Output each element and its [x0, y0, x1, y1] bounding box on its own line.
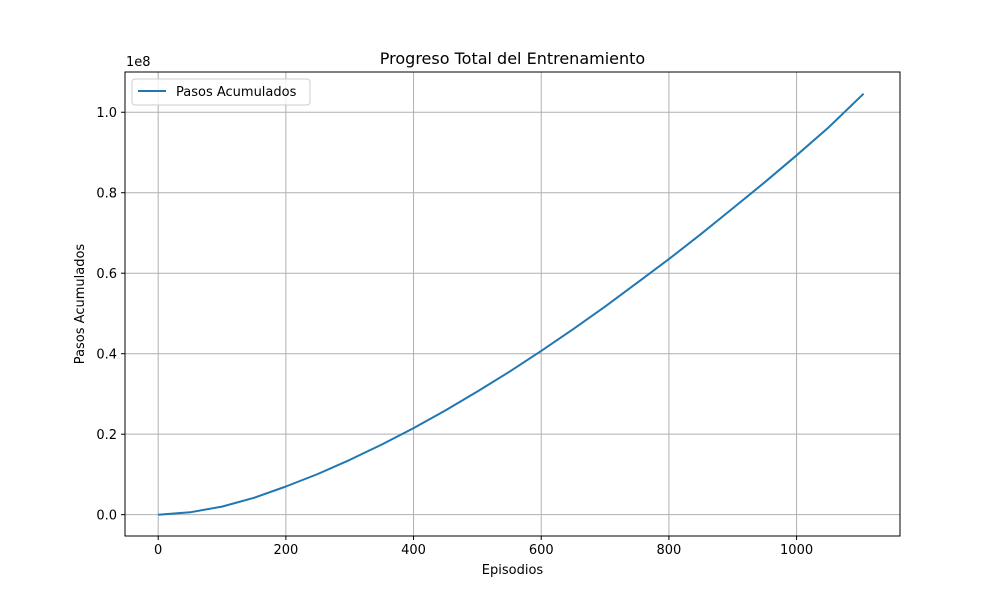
grid-lines	[125, 72, 900, 536]
y-tick-label: 0.0	[96, 509, 117, 524]
series-layer	[158, 92, 865, 516]
legend-box	[131, 78, 311, 106]
y-tick-label: 0.4	[96, 348, 117, 363]
legend: Pasos Acumulados	[131, 78, 311, 106]
y-axis-label: Pasos Acumulados	[73, 244, 88, 365]
chart-title: Progreso Total del Entrenamiento	[380, 49, 645, 68]
x-tick-label: 400	[401, 543, 426, 558]
y-tick-label: 1.0	[96, 106, 117, 121]
y-tick-label: 0.2	[96, 428, 117, 443]
x-tick-label: 600	[529, 543, 554, 558]
x-tick-label: 200	[273, 543, 298, 558]
y-axis-offset-text: 1e8	[126, 55, 151, 70]
axis-ticks: 0 200 400 600 800 1000 0.0 0.2 0.4 0.6 0.8 1.0	[96, 106, 813, 558]
legend-label: Pasos Acumulados	[176, 85, 297, 100]
y-tick-label: 0.6	[96, 267, 117, 282]
plot-frame	[124, 71, 901, 537]
y-tick-label: 0.8	[96, 187, 117, 202]
x-tick-label: 800	[656, 543, 681, 558]
x-tick-label: 0	[154, 543, 162, 558]
x-axis-label: Episodios	[482, 563, 544, 578]
series-line-pasos-acumulados	[158, 92, 865, 516]
x-tick-label: 1000	[780, 543, 813, 558]
